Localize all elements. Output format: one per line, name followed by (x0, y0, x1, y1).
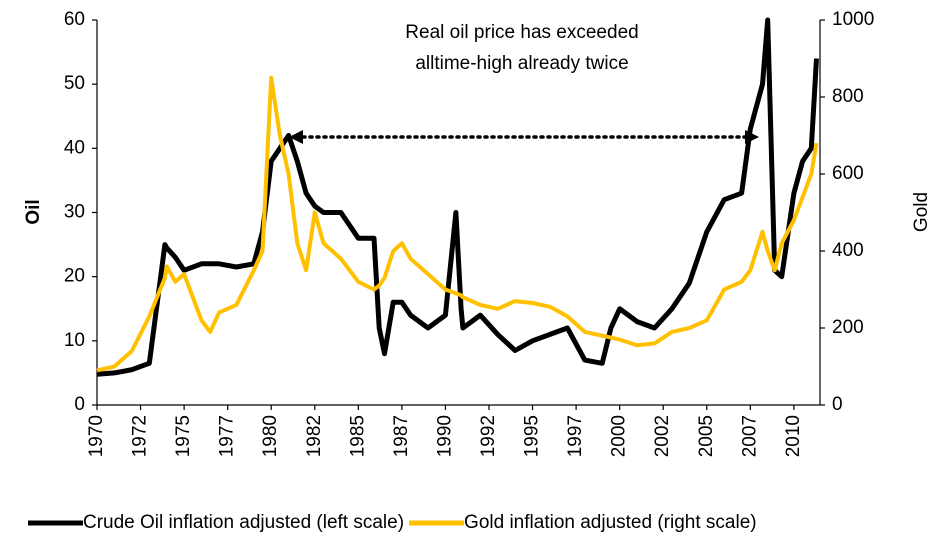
x-tick-label: 1987 (391, 415, 412, 457)
x-tick-label: 1982 (304, 415, 325, 457)
x-tick-label: 1992 (478, 415, 499, 457)
x-tick-label: 2005 (696, 415, 717, 457)
y-tick-label: 50 (64, 73, 85, 94)
y-tick-label: 0 (74, 394, 85, 415)
x-tick-label: 2010 (783, 415, 804, 457)
x-tick-label: 1970 (86, 415, 107, 457)
y-tick-label: 60 (64, 9, 85, 30)
legend-label: Crude Oil inflation adjusted (left scale… (83, 512, 404, 533)
x-tick-label: 1990 (434, 415, 455, 457)
y-tick-label: 10 (64, 330, 85, 351)
x-tick-label: 1975 (173, 415, 194, 457)
x-tick-label: 1972 (130, 415, 151, 457)
annotation: alltime-high already twice (415, 53, 628, 74)
line-series (96, 75, 819, 373)
annotation: Real oil price has exceeded (405, 22, 638, 43)
x-tick-label: 1997 (565, 415, 586, 457)
y2-tick-label: 600 (832, 163, 864, 184)
y2-tick-label: 200 (832, 317, 864, 338)
legend-label: Gold inflation adjusted (right scale) (464, 512, 757, 533)
x-tick-label: 1985 (347, 415, 368, 457)
x-tick-label: 2002 (652, 415, 673, 457)
x-tick-label: 1977 (217, 415, 238, 457)
y-tick-label: 40 (64, 137, 85, 158)
x-tick-label: 1980 (260, 415, 281, 457)
y-tick-label: 20 (64, 266, 85, 287)
x-tick-label: 2000 (609, 415, 630, 457)
line-series (96, 17, 819, 377)
y-tick-label: 30 (64, 202, 85, 223)
y2-tick-label: 0 (832, 394, 843, 415)
y-axis-label: Oil (23, 199, 44, 224)
y2-axis-label: Gold (911, 192, 932, 232)
y2-tick-label: 400 (832, 240, 864, 261)
y2-tick-label: 800 (832, 86, 864, 107)
x-tick-label: 1995 (522, 415, 543, 457)
x-tick-label: 2007 (739, 415, 760, 457)
y2-tick-label: 1000 (832, 9, 874, 30)
